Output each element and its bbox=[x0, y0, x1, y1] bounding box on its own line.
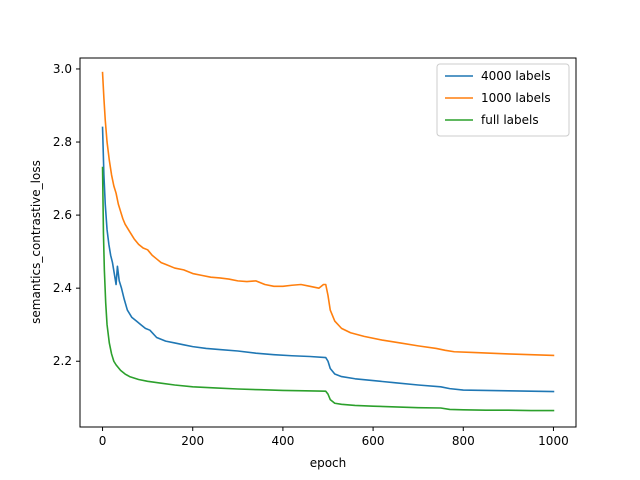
legend: 4000 labels 1000 labels full labels bbox=[436, 63, 570, 137]
y-tick-label: 2.2 bbox=[53, 354, 72, 368]
x-axis-ticks: 0 200 400 600 800 1000 bbox=[99, 427, 569, 448]
y-tick-label: 3.0 bbox=[53, 62, 72, 76]
y-axis-label: semantics_contrastive_loss bbox=[29, 160, 43, 324]
plot-frame bbox=[79, 57, 577, 428]
x-tick-label: 400 bbox=[271, 434, 294, 448]
x-tick-label: 600 bbox=[362, 434, 385, 448]
y-tick-label: 2.4 bbox=[53, 281, 72, 295]
y-tick-label: 2.8 bbox=[53, 135, 72, 149]
legend-label-2: 1000 labels bbox=[481, 91, 551, 105]
x-axis-label: epoch bbox=[310, 456, 347, 470]
x-tick-label: 800 bbox=[452, 434, 475, 448]
series-line-2 bbox=[101, 71, 555, 357]
legend-frame bbox=[436, 63, 570, 137]
x-tick-label: 0 bbox=[99, 434, 107, 448]
series-line-1 bbox=[101, 126, 555, 393]
series-layer bbox=[101, 71, 555, 412]
x-tick-label: 200 bbox=[181, 434, 204, 448]
y-axis-ticks: 2.2 2.4 2.6 2.8 3.0 bbox=[53, 62, 80, 368]
series-line-3 bbox=[101, 166, 555, 412]
y-tick-label: 2.6 bbox=[53, 208, 72, 222]
legend-label-3: full labels bbox=[481, 113, 539, 127]
legend-label-1: 4000 labels bbox=[481, 69, 551, 83]
x-tick-label: 1000 bbox=[538, 434, 569, 448]
